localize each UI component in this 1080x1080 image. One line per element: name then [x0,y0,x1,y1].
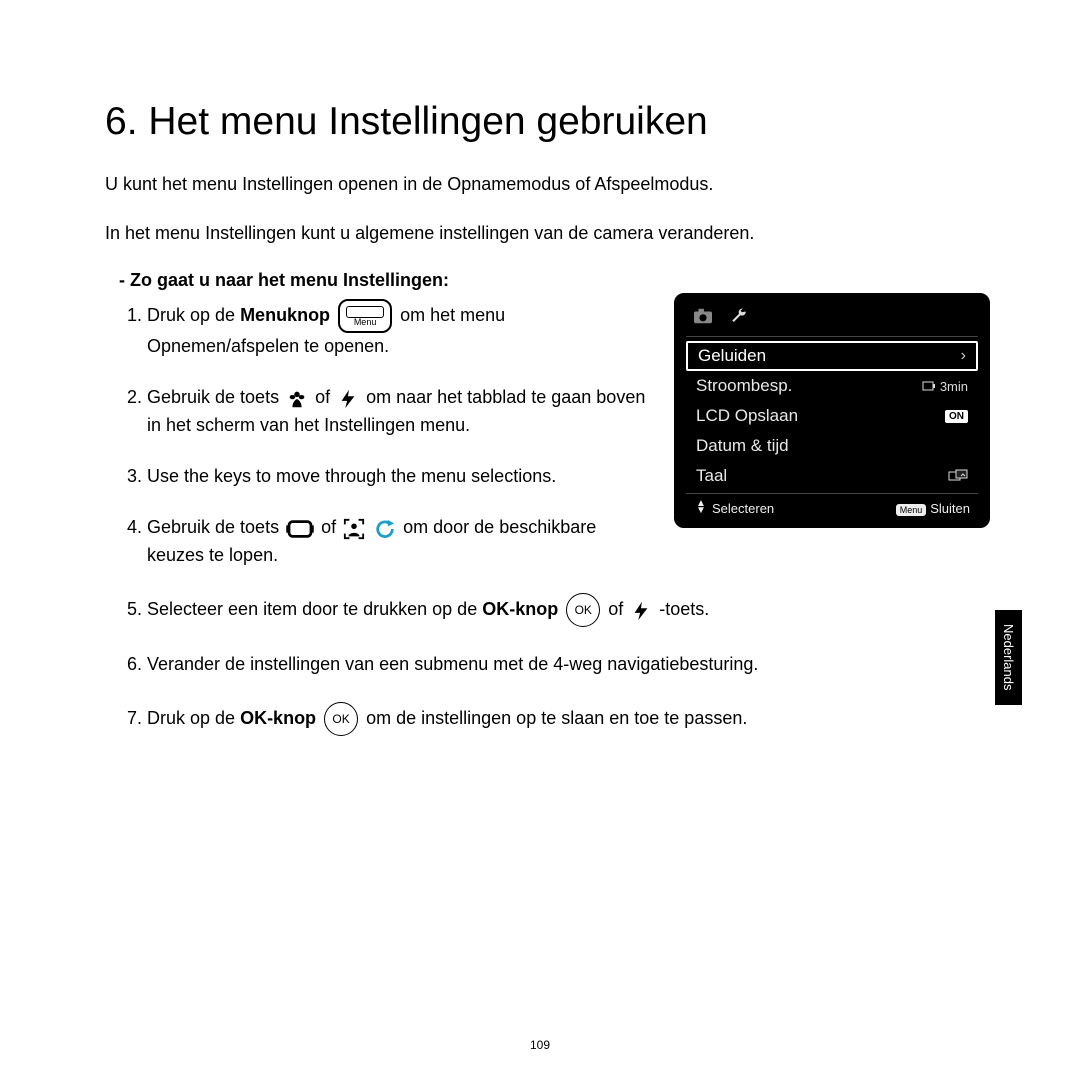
refresh-icon [374,515,396,542]
lcd-footer: ▲▼Selecteren MenuSluiten [686,493,978,518]
language-side-tab: Nederlands [995,610,1022,705]
step-5: Selecteer een item door te drukken op de… [147,593,990,627]
step-4-text-b: of [321,517,341,537]
step-2-text-b: of [315,387,335,407]
step-4-text-a: Gebruik de toets [147,517,284,537]
camera-tab-icon [692,307,714,330]
step-1: Druk op de Menuknop Menu om het menu Opn… [147,299,656,360]
lcd-row-taal: Taal [686,461,978,491]
step-5-text-a: Selecteer een item door te drukken op de [147,599,482,619]
step-1-bold: Menuknop [240,305,330,325]
face-detect-icon [343,515,365,542]
intro-paragraph-2: In het menu Instellingen kunt u algemene… [105,221,990,246]
ok-button-icon: OK [324,702,358,736]
section-title: 6. Het menu Instellingen gebruiken [105,100,990,144]
display-icon [286,515,314,542]
menu-button-label: Menu [354,316,377,330]
step-4: Gebruik de toets of om door de beschikba… [147,514,656,569]
step-3: Use the keys to move through the menu se… [147,463,656,490]
step-5-text-d: -toets. [659,599,709,619]
flash-bolt-icon [337,385,359,412]
lcd-row-stroombesp: Stroombesp. 3min [686,371,978,401]
step-6-text: Verander de instellingen van een submenu… [147,654,758,674]
lcd-tab-bar [686,303,978,337]
lcd-footer-close: MenuSluiten [896,501,970,516]
steps-list-continued: Selecteer een item door te drukken op de… [119,593,990,736]
step-5-text-c: of [608,599,628,619]
lcd-row-0-label: Geluiden [698,346,766,366]
menu-button-icon: Menu [338,299,392,333]
step-and-lcd-wrap: Druk op de Menuknop Menu om het menu Opn… [105,299,990,593]
ok-button-label: OK [575,601,592,619]
steps-list: Druk op de Menuknop Menu om het menu Opn… [119,299,656,569]
lcd-row-4-label: Taal [696,466,727,486]
lcd-footer-select: ▲▼Selecteren [694,500,774,516]
lcd-row-1-value: 3min [922,379,968,394]
lcd-row-2-value: ON [945,410,968,423]
lcd-row-geluiden: Geluiden › [686,341,978,371]
step-1-text-a: Druk op de [147,305,240,325]
lcd-row-datum-tijd: Datum & tijd [686,431,978,461]
manual-page: 6. Het menu Instellingen gebruiken U kun… [0,0,1080,1080]
flash-bolt-icon [630,596,652,623]
subheading: - Zo gaat u naar het menu Instellingen: [119,270,990,291]
ok-button-icon: OK [566,593,600,627]
camera-lcd-mock: Geluiden › Stroombesp. 3min LCD Opslaan … [674,293,990,528]
intro-paragraph-1: U kunt het menu Instellingen openen in d… [105,172,990,197]
step-7-text-a: Druk op de [147,708,240,728]
lcd-row-3-label: Datum & tijd [696,436,789,456]
step-7-bold: OK-knop [240,708,316,728]
step-7-text-c: om de instellingen op te slaan en toe te… [366,708,747,728]
macro-flower-icon [286,385,308,412]
lcd-row-4-value [948,469,968,483]
step-2: Gebruik de toets of om naar het tabblad … [147,384,656,439]
lcd-row-lcd-opslaan: LCD Opslaan ON [686,401,978,431]
step-7: Druk op de OK-knop OK om de instellingen… [147,702,990,736]
step-3-text: Use the keys to move through the menu se… [147,466,556,486]
wrench-tab-icon [728,307,750,330]
step-2-text-a: Gebruik de toets [147,387,284,407]
lcd-row-2-label: LCD Opslaan [696,406,798,426]
ok-button-label-2: OK [332,710,349,728]
page-number: 109 [0,1038,1080,1052]
lcd-menu-list: Geluiden › Stroombesp. 3min LCD Opslaan … [686,341,978,491]
step-5-bold: OK-knop [482,599,558,619]
chevron-right-icon: › [961,347,966,365]
step-6: Verander de instellingen van een submenu… [147,651,990,678]
lcd-row-1-label: Stroombesp. [696,376,792,396]
